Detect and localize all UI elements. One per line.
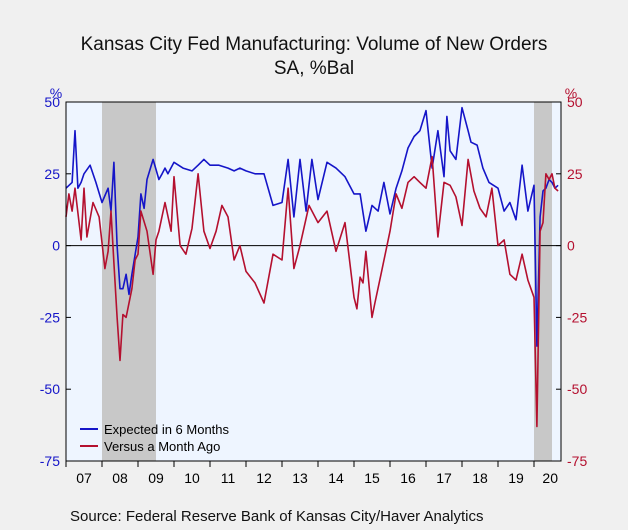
x-tick-label: 07 [76, 470, 92, 486]
right-axis-unit: % [565, 85, 577, 101]
x-tick-label: 17 [436, 470, 452, 486]
left-tick-label: 25 [44, 166, 60, 182]
series-line-2 [65, 155, 559, 428]
left-tick-label: 50 [44, 94, 60, 110]
x-tick-label: 15 [364, 470, 380, 486]
x-tick-label: 09 [148, 470, 164, 486]
x-tick-label: 16 [400, 470, 416, 486]
legend-label-1: Expected in 6 Months [104, 422, 230, 437]
left-tick-label: 0 [52, 238, 60, 254]
right-tick-label: -75 [567, 453, 587, 469]
right-tick-label: 25 [567, 166, 583, 182]
source-note: Source: Federal Reserve Bank of Kansas C… [70, 508, 484, 525]
legend-label-2: Versus a Month Ago [104, 439, 220, 454]
right-tick-label: 0 [567, 238, 575, 254]
chart-subtitle: SA, %Bal [273, 58, 355, 79]
x-tick-label: 12 [256, 470, 272, 486]
recession-band [102, 102, 156, 461]
right-tick-label: 50 [567, 94, 583, 110]
x-tick-label: 08 [112, 470, 128, 486]
left-axis-unit: % [50, 85, 62, 101]
left-tick-label: -75 [40, 453, 60, 469]
left-tick-label: -25 [40, 309, 60, 325]
series-layer [65, 106, 559, 428]
left-tick-label: -50 [40, 381, 60, 397]
x-tick-label: 18 [472, 470, 488, 486]
chart-title: Kansas City Fed Manufacturing: Volume of… [80, 34, 548, 55]
legend: Expected in 6 Months Versus a Month Ago [80, 422, 230, 454]
plot-frame [65, 101, 562, 462]
recession-shading [102, 102, 552, 461]
x-tick-label: 11 [221, 470, 236, 486]
x-tick-label: 20 [542, 470, 558, 486]
x-tick-label: 10 [184, 470, 200, 486]
right-tick-label: -25 [567, 309, 587, 325]
x-tick-label: 14 [328, 470, 344, 486]
series-line-1 [65, 106, 559, 347]
right-tick-label: -50 [567, 381, 587, 397]
x-tick-label: 19 [508, 470, 524, 486]
x-tick-label: 13 [292, 470, 308, 486]
